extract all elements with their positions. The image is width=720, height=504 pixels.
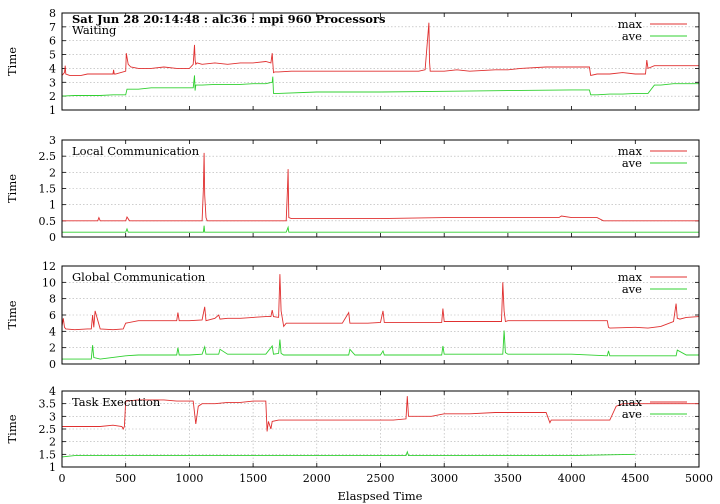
legend-label: max bbox=[618, 270, 643, 284]
x-tick-label: 3000 bbox=[430, 472, 458, 485]
y-tick-label: 2 bbox=[49, 166, 56, 179]
y-tick-label: 2.5 bbox=[39, 150, 57, 163]
x-tick-label: 4500 bbox=[621, 472, 649, 485]
x-tick-label: 5000 bbox=[685, 472, 713, 485]
x-axis-label: Elaspsed Time bbox=[338, 489, 423, 503]
panels: 12345678WaitingTimemaxave00.511.522.53Lo… bbox=[5, 7, 713, 485]
y-tick-label: 2 bbox=[49, 342, 56, 355]
y-tick-label: 3 bbox=[49, 76, 56, 89]
x-tick-label: 2000 bbox=[303, 472, 331, 485]
y-tick-label: 12 bbox=[42, 260, 56, 273]
x-tick-label: 3500 bbox=[494, 472, 522, 485]
plot-frame bbox=[61, 139, 700, 238]
y-tick-label: 0 bbox=[49, 358, 56, 371]
panel-2: 0 0.5 1 1.5 2 2.5 3 Local Communication Time maxa… bbox=[5, 134, 700, 244]
series-max-line bbox=[61, 274, 700, 331]
y-tick-label: 1 bbox=[49, 461, 56, 474]
legend-label: ave bbox=[622, 156, 642, 170]
series-ave-line bbox=[61, 75, 699, 97]
y-tick-label: 1 bbox=[49, 104, 56, 117]
x-tick-label: 500 bbox=[115, 472, 136, 485]
y-tick-label: 6 bbox=[49, 35, 56, 48]
legend-label: ave bbox=[622, 282, 642, 296]
y-tick-label: 2 bbox=[49, 90, 56, 103]
series-ave-line bbox=[62, 225, 699, 233]
y-tick-label: 2.5 bbox=[39, 423, 57, 436]
y-tick-label: 1.5 bbox=[39, 183, 57, 196]
y-axis-label: Time bbox=[5, 300, 19, 329]
y-tick-label: 7 bbox=[49, 21, 56, 34]
y-tick-label: 8 bbox=[49, 7, 56, 20]
y-tick-label: 10 bbox=[42, 276, 56, 289]
series-max-line bbox=[62, 152, 699, 222]
y-tick-label: 8 bbox=[49, 293, 56, 306]
y-tick-label: 1.5 bbox=[39, 448, 57, 461]
series-ave-line bbox=[61, 450, 636, 458]
legend-label: max bbox=[618, 17, 643, 31]
y-tick-label: 3 bbox=[49, 410, 56, 423]
panel-title: Global Communication bbox=[72, 270, 206, 284]
x-tick-label: 1500 bbox=[239, 472, 267, 485]
x-tick-label: 2500 bbox=[367, 472, 395, 485]
y-tick-label: 3.5 bbox=[39, 398, 57, 411]
series-max-line bbox=[61, 22, 699, 76]
figure-header: Sat Jun 28 20:14:48 : alc36 : mpi 960 Pr… bbox=[72, 12, 386, 26]
y-tick-label: 6 bbox=[49, 309, 56, 322]
panel-title: Local Communication bbox=[72, 144, 200, 158]
y-tick-label: 4 bbox=[49, 325, 56, 338]
y-axis-label: Time bbox=[5, 414, 19, 443]
y-tick-label: 4 bbox=[49, 385, 56, 398]
series-ave-line bbox=[62, 330, 699, 360]
panel-title: Task Execution bbox=[72, 395, 161, 409]
y-tick-label: 4 bbox=[49, 62, 56, 75]
y-tick-label: 0 bbox=[49, 231, 56, 244]
y-tick-label: 0.5 bbox=[39, 215, 57, 228]
plot-frame bbox=[61, 12, 700, 111]
x-tick-label: 1000 bbox=[175, 472, 203, 485]
panel-title: Waiting bbox=[72, 23, 117, 37]
y-tick-label: 5 bbox=[49, 49, 56, 62]
legend-label: max bbox=[618, 144, 643, 158]
y-tick-label: 3 bbox=[49, 134, 56, 147]
x-tick-label: 4000 bbox=[558, 472, 586, 485]
legend-label: ave bbox=[622, 407, 642, 421]
y-axis-label: Time bbox=[5, 174, 19, 203]
y-tick-label: 1 bbox=[49, 199, 56, 212]
legend-label: max bbox=[618, 395, 643, 409]
y-axis-label: Time bbox=[5, 47, 19, 76]
series-max-line bbox=[62, 396, 699, 432]
y-tick-label: 2 bbox=[49, 436, 56, 449]
legend-label: ave bbox=[622, 29, 642, 43]
x-tick-label: 0 bbox=[59, 472, 66, 485]
plot-frame bbox=[61, 265, 700, 365]
panel-4: 11.522.533.54 0 500 1000 1500 2000 2500 3000 350… bbox=[5, 385, 713, 485]
plot-frame bbox=[61, 390, 700, 468]
